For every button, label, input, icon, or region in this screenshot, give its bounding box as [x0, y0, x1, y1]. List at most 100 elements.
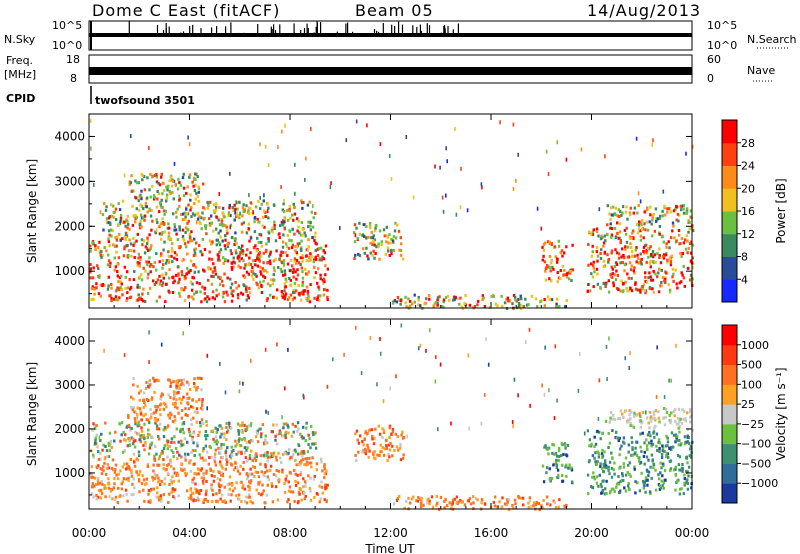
data-cell — [187, 496, 191, 500]
data-cell — [202, 481, 205, 485]
data-cell — [615, 430, 618, 434]
data-cell — [159, 223, 162, 227]
data-cell — [123, 245, 126, 249]
data-cell — [195, 191, 198, 195]
data-cell — [167, 462, 170, 466]
data-cell — [233, 486, 236, 490]
data-cell — [193, 385, 196, 389]
data-cell — [191, 275, 194, 279]
data-cell — [603, 492, 607, 496]
data-cell — [661, 234, 664, 238]
data-cell — [260, 285, 263, 288]
data-cell — [117, 223, 120, 226]
data-cell — [280, 220, 284, 224]
data-cell — [637, 223, 641, 227]
data-cell — [291, 422, 294, 426]
data-cell — [193, 213, 196, 217]
data-cell — [662, 189, 665, 194]
data-cell — [191, 405, 195, 409]
data-cell — [257, 255, 261, 259]
data-cell — [295, 258, 299, 262]
data-cell — [107, 229, 111, 233]
data-cell — [311, 442, 314, 446]
freq-tick-bottom: 8 — [70, 72, 77, 85]
data-cell — [109, 294, 112, 298]
data-cell — [178, 194, 180, 199]
data-cell — [144, 201, 148, 205]
colorbar-tick-label: 100 — [741, 378, 762, 391]
data-cell — [603, 450, 606, 454]
data-cell — [596, 429, 599, 433]
data-cell — [243, 499, 247, 503]
data-cell — [160, 232, 163, 236]
data-cell — [101, 482, 104, 486]
data-cell — [619, 479, 622, 483]
data-cell — [136, 261, 139, 265]
data-cell — [378, 432, 382, 436]
data-cell — [212, 275, 215, 279]
data-cell — [123, 220, 126, 224]
data-cell — [225, 290, 228, 294]
data-cell — [172, 397, 175, 401]
data-cell — [629, 474, 632, 478]
data-cell — [591, 244, 594, 248]
data-cell — [256, 264, 260, 268]
data-cell — [256, 431, 259, 435]
data-cell — [181, 176, 185, 180]
data-cell — [173, 161, 176, 166]
data-cell — [140, 298, 143, 301]
data-cell — [443, 506, 446, 510]
data-cell — [481, 294, 484, 298]
data-cell — [189, 493, 193, 497]
data-cell — [501, 304, 504, 308]
data-cell — [228, 487, 231, 491]
data-cell — [134, 220, 137, 224]
data-cell — [276, 442, 279, 446]
data-cell — [610, 487, 614, 491]
data-cell — [645, 220, 648, 224]
data-cell — [260, 240, 263, 244]
data-cell — [296, 229, 299, 233]
data-cell — [209, 446, 212, 450]
data-cell — [263, 225, 266, 229]
data-cell — [371, 236, 374, 240]
data-cell — [205, 300, 209, 304]
data-cell — [276, 478, 280, 482]
data-cell — [186, 267, 189, 270]
data-cell — [316, 281, 319, 285]
data-cell — [277, 469, 280, 473]
data-cell — [93, 423, 96, 427]
data-cell — [645, 455, 649, 459]
data-cell — [270, 482, 273, 486]
data-cell — [683, 409, 686, 413]
data-cell — [469, 502, 473, 506]
colorbar-swatch — [722, 120, 737, 144]
data-cell — [641, 228, 644, 231]
data-cell — [678, 430, 681, 434]
data-cell — [323, 288, 326, 292]
data-cell — [304, 494, 307, 498]
data-cell — [193, 201, 196, 205]
data-cell — [587, 492, 590, 496]
data-cell — [552, 463, 555, 467]
data-cell — [358, 221, 361, 225]
data-cell — [482, 296, 485, 300]
data-cell — [547, 172, 550, 177]
data-cell — [254, 459, 258, 462]
data-cell — [140, 213, 143, 217]
data-cell — [253, 456, 256, 460]
data-cell — [186, 401, 189, 405]
data-cell — [210, 483, 213, 487]
data-cell — [604, 283, 608, 287]
data-cell — [598, 430, 601, 434]
data-cell — [142, 405, 145, 409]
data-cell — [323, 464, 326, 468]
data-cell — [550, 476, 554, 480]
data-cell — [629, 246, 633, 249]
data-cell — [267, 163, 270, 168]
data-cell — [151, 219, 154, 223]
data-cell — [540, 226, 543, 231]
data-cell — [120, 482, 123, 486]
data-cell — [666, 436, 669, 440]
data-cell — [173, 251, 177, 255]
